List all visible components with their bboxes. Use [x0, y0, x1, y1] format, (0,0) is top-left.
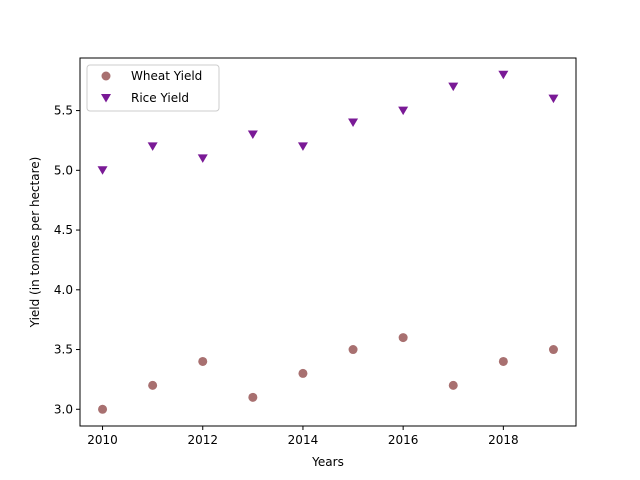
x-tick-label: 2016	[388, 433, 419, 447]
legend-box	[86, 64, 220, 112]
y-tick-label: 5.0	[54, 163, 73, 177]
data-marks	[97, 70, 559, 414]
y-tick-label: 4.5	[54, 223, 73, 237]
x-axis-label: Years	[311, 455, 344, 469]
legend-label-wheat-yield: Wheat Yield	[131, 69, 202, 83]
rice-yield-point	[398, 106, 409, 116]
rice-yield-point	[498, 70, 509, 80]
legend-label-rice-yield: Rice Yield	[131, 91, 189, 105]
x-tick-label: 2018	[488, 433, 519, 447]
wheat-yield-point	[98, 404, 108, 414]
x-tick-label: 2012	[187, 433, 218, 447]
rice-yield-point	[548, 94, 559, 104]
x-axis-ticks: 2010 2012 2014 2016 2018	[87, 426, 519, 447]
rice-yield-point	[97, 166, 108, 175]
y-tick-label: 3.5	[54, 343, 73, 357]
wheat-yield-point	[248, 392, 258, 402]
y-tick-label: 3.0	[54, 402, 73, 416]
legend-marker-wheat-yield	[101, 71, 111, 81]
wheat-yield-point	[348, 345, 358, 355]
y-tick-label: 4.0	[54, 283, 73, 297]
plot-area	[79, 57, 577, 427]
legend-entries: Wheat Yield Rice Yield	[101, 69, 202, 105]
wheat-yield-point	[398, 333, 408, 343]
wheat-yield-point	[148, 380, 158, 390]
x-tick-label: 2014	[288, 433, 319, 447]
y-axis-label: Yield (in tonnes per hectare)	[28, 157, 42, 329]
x-tick-label: 2010	[87, 433, 118, 447]
wheat-yield-point	[548, 345, 558, 355]
rice-yield-point	[147, 142, 158, 151]
rice-yield-point	[297, 142, 308, 151]
wheat-yield-point	[448, 380, 458, 390]
y-tick-label: 5.5	[54, 104, 73, 118]
wheat-yield-point	[298, 368, 308, 378]
wheat-yield-point	[198, 356, 208, 366]
wheat-yield-point	[498, 356, 508, 366]
y-axis-ticks: 3.0 3.5 4.0 4.5 5.0 5.5	[54, 104, 80, 416]
rice-yield-point	[247, 130, 258, 139]
rice-yield-point	[197, 154, 208, 163]
rice-yield-point	[448, 82, 459, 92]
rice-yield-point	[348, 118, 359, 128]
legend: Wheat Yield Rice Yield	[86, 64, 220, 112]
legend-marker-rice-yield	[101, 94, 111, 103]
